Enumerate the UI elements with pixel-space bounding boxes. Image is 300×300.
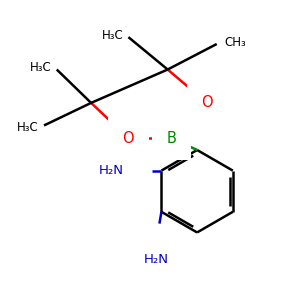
Text: CH₃: CH₃ [225, 35, 246, 49]
Text: H₂N: H₂N [144, 253, 169, 266]
Text: H₃C: H₃C [102, 29, 124, 42]
Text: H₃C: H₃C [30, 61, 52, 74]
Text: H₂N: H₂N [99, 164, 124, 177]
Text: O: O [123, 131, 134, 146]
Text: O: O [201, 95, 213, 110]
Text: H₃C: H₃C [17, 121, 39, 134]
Text: B: B [167, 131, 176, 146]
